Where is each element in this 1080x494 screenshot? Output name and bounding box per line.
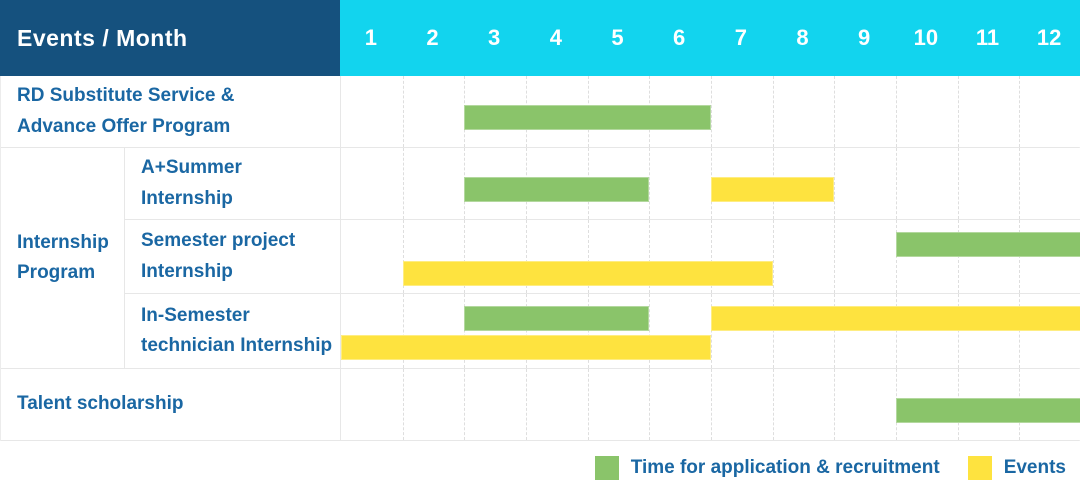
month-header-cell: 7 bbox=[734, 25, 747, 50]
month-gridline bbox=[834, 294, 836, 368]
event-group-internship-program: Internship Program A+Summer Internship S… bbox=[1, 148, 1080, 369]
month-header-cell: 2 bbox=[426, 25, 439, 50]
event-label: Talent scholarship bbox=[1, 369, 341, 440]
month-gridline bbox=[896, 148, 897, 219]
month-gridline bbox=[526, 294, 527, 368]
month-header-row: 1 2 3 4 5 6 7 8 9 10 11 12 bbox=[340, 0, 1080, 76]
table-header-row: Events / Month 1 2 3 4 5 6 7 8 9 10 11 12 bbox=[0, 0, 1080, 76]
month-gridline bbox=[649, 294, 651, 368]
month-gridline bbox=[896, 76, 897, 147]
month-gridline bbox=[711, 369, 712, 440]
month-gridline bbox=[464, 220, 466, 293]
gantt-bar-events bbox=[341, 335, 711, 360]
month-header-cell: 5 bbox=[611, 25, 624, 50]
legend-item-recruitment: Time for application & recruitment bbox=[594, 456, 940, 480]
month-gridline bbox=[587, 220, 589, 293]
event-label: RD Substitute Service & Advance Offer Pr… bbox=[1, 76, 341, 147]
month-gridline bbox=[526, 220, 527, 293]
table-header-title: Events / Month bbox=[0, 0, 340, 76]
month-gridline bbox=[1019, 148, 1021, 219]
month-gridline bbox=[711, 220, 712, 293]
month-gridline bbox=[772, 220, 774, 293]
event-row-talent-scholarship: Talent scholarship bbox=[1, 369, 1080, 441]
month-header-cell: 6 bbox=[673, 25, 686, 50]
month-gridline bbox=[772, 369, 774, 440]
month-gridline bbox=[587, 294, 589, 368]
month-header-cell: 3 bbox=[488, 25, 501, 50]
month-gridline bbox=[402, 220, 404, 293]
month-gridline bbox=[772, 294, 774, 368]
gantt-bar-recruitment bbox=[896, 232, 1080, 257]
legend-label: Time for application & recruitment bbox=[630, 457, 940, 478]
legend-swatch-green bbox=[594, 456, 619, 480]
month-gridline bbox=[957, 148, 959, 219]
month-header-cell: 1 bbox=[364, 25, 377, 50]
month-gridline bbox=[711, 294, 712, 368]
event-label: Semester project Internship bbox=[125, 220, 341, 294]
month-gridline bbox=[649, 369, 651, 440]
month-gridline bbox=[1019, 76, 1021, 147]
gantt-bar-events bbox=[711, 177, 835, 202]
month-header-cell: 10 bbox=[913, 25, 939, 50]
table-body: RD Substitute Service & Advance Offer Pr… bbox=[0, 76, 1080, 441]
month-header-cell: 9 bbox=[858, 25, 871, 50]
month-gridline bbox=[772, 76, 774, 147]
gantt-bar-recruitment bbox=[464, 105, 711, 130]
gantt-bar-events bbox=[711, 306, 1080, 331]
month-header-cell: 8 bbox=[796, 25, 809, 50]
month-gridline bbox=[526, 369, 527, 440]
gantt-bar-recruitment bbox=[464, 306, 650, 331]
month-gridline bbox=[711, 76, 712, 147]
gantt-bar-recruitment bbox=[464, 177, 650, 202]
gantt-chart-cell bbox=[341, 294, 1080, 368]
month-gridline bbox=[649, 220, 651, 293]
gantt-chart-cell bbox=[341, 220, 1080, 294]
month-gridline bbox=[402, 369, 404, 440]
month-gridline bbox=[834, 76, 836, 147]
event-label: In-Semester technician Internship bbox=[125, 294, 341, 368]
month-gridline bbox=[402, 76, 404, 147]
month-gridline bbox=[464, 294, 466, 368]
month-gridline bbox=[464, 369, 466, 440]
month-gridline bbox=[896, 294, 897, 368]
gantt-chart-cell bbox=[341, 369, 1080, 440]
legend-item-events: Events bbox=[967, 456, 1066, 480]
month-header-cell: 11 bbox=[975, 25, 1000, 50]
event-row-rd-substitute: RD Substitute Service & Advance Offer Pr… bbox=[1, 76, 1080, 148]
month-gridline bbox=[1019, 294, 1021, 368]
month-gridline bbox=[834, 369, 836, 440]
month-gridline bbox=[834, 148, 836, 219]
legend: Time for application & recruitment Event… bbox=[0, 441, 1080, 494]
legend-label: Events bbox=[1003, 457, 1066, 478]
month-gridline bbox=[649, 148, 651, 219]
month-gridline bbox=[587, 369, 589, 440]
gantt-chart-cell bbox=[341, 76, 1080, 147]
month-gridline bbox=[402, 294, 404, 368]
event-label: A+Summer Internship bbox=[125, 148, 341, 220]
gantt-bar-recruitment bbox=[896, 398, 1080, 423]
month-gridline bbox=[957, 76, 959, 147]
month-gridline bbox=[834, 220, 836, 293]
gantt-bar-events bbox=[402, 261, 773, 286]
month-gridline bbox=[402, 148, 404, 219]
month-header-cell: 12 bbox=[1036, 25, 1062, 50]
month-header-cell: 4 bbox=[549, 25, 562, 50]
month-gridline bbox=[957, 294, 959, 368]
gantt-chart-cell bbox=[341, 148, 1080, 220]
group-label: Internship Program bbox=[1, 148, 125, 368]
legend-swatch-yellow bbox=[967, 456, 992, 480]
